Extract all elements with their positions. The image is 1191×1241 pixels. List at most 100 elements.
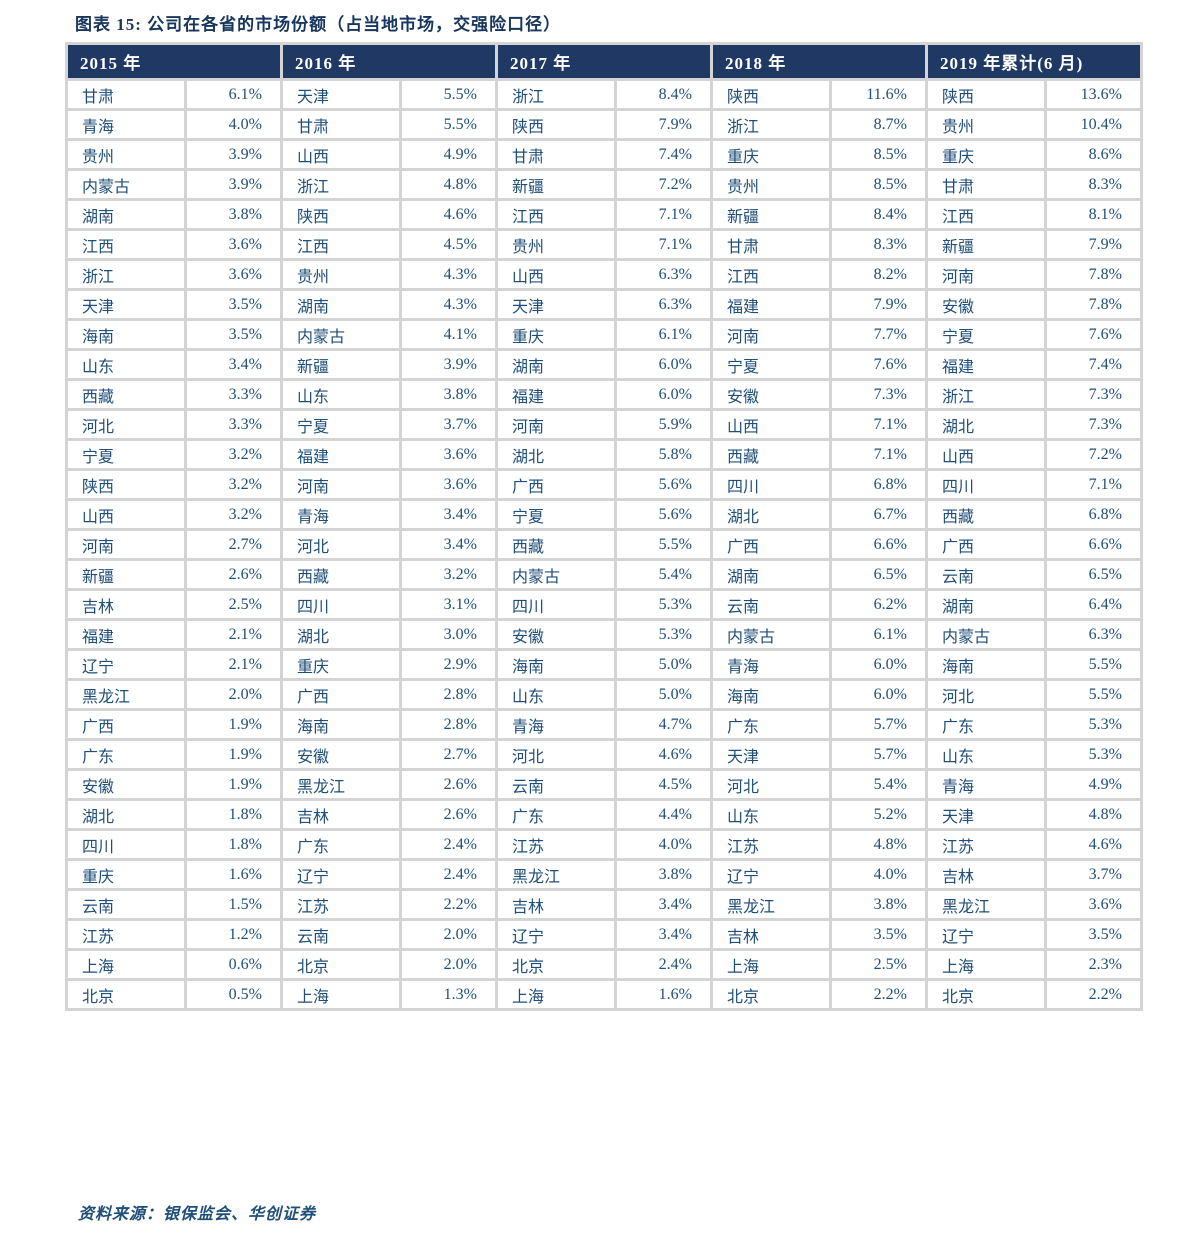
province-cell: 福建	[280, 438, 402, 471]
province-cell: 广西	[280, 678, 402, 711]
province-cell: 河南	[710, 318, 832, 351]
share-cell: 3.2%	[184, 438, 283, 471]
table-row: 山东 3.4% 新疆 3.9% 湖南 6.0% 宁夏 7.6% 福建 7.4%	[65, 348, 1143, 381]
province-cell: 辽宁	[925, 918, 1047, 951]
share-cell: 2.6%	[399, 798, 498, 831]
share-cell: 6.3%	[1044, 618, 1143, 651]
province-cell: 浙江	[65, 258, 187, 291]
share-cell: 5.3%	[614, 618, 713, 651]
share-cell: 7.1%	[829, 438, 928, 471]
year-header-2016: 2016 年	[280, 42, 498, 81]
share-cell: 3.4%	[399, 528, 498, 561]
share-cell: 7.3%	[1044, 408, 1143, 441]
share-cell: 6.6%	[1044, 528, 1143, 561]
share-cell: 7.1%	[614, 228, 713, 261]
share-cell: 5.4%	[614, 558, 713, 591]
province-cell: 四川	[65, 828, 187, 861]
province-cell: 天津	[65, 288, 187, 321]
table-row: 北京 0.5% 上海 1.3% 上海 1.6% 北京 2.2% 北京 2.2%	[65, 978, 1143, 1011]
province-cell: 河北	[280, 528, 402, 561]
province-cell: 内蒙古	[495, 558, 617, 591]
share-cell: 5.5%	[614, 528, 713, 561]
province-cell: 吉林	[65, 588, 187, 621]
share-cell: 2.8%	[399, 678, 498, 711]
share-cell: 7.9%	[1044, 228, 1143, 261]
province-cell: 陕西	[925, 78, 1047, 111]
province-cell: 内蒙古	[710, 618, 832, 651]
table-row: 西藏 3.3% 山东 3.8% 福建 6.0% 安徽 7.3% 浙江 7.3%	[65, 378, 1143, 411]
province-cell: 重庆	[495, 318, 617, 351]
share-cell: 3.7%	[1044, 858, 1143, 891]
province-cell: 西藏	[925, 498, 1047, 531]
province-cell: 山东	[925, 738, 1047, 771]
province-cell: 福建	[710, 288, 832, 321]
year-header-2018: 2018 年	[710, 42, 928, 81]
province-cell: 浙江	[925, 378, 1047, 411]
share-cell: 8.1%	[1044, 198, 1143, 231]
province-cell: 安徽	[65, 768, 187, 801]
province-cell: 甘肃	[495, 138, 617, 171]
province-cell: 海南	[925, 648, 1047, 681]
share-cell: 7.3%	[829, 378, 928, 411]
market-share-table: 2015 年 2016 年 2017 年 2018 年 2019 年累计(6 月…	[65, 42, 1143, 1011]
share-cell: 2.8%	[399, 708, 498, 741]
share-cell: 4.0%	[614, 828, 713, 861]
table-row: 甘肃 6.1% 天津 5.5% 浙江 8.4% 陕西 11.6% 陕西 13.6%	[65, 78, 1143, 111]
share-cell: 5.5%	[399, 108, 498, 141]
province-cell: 甘肃	[280, 108, 402, 141]
province-cell: 贵州	[495, 228, 617, 261]
share-cell: 7.8%	[1044, 258, 1143, 291]
table-body: 甘肃 6.1% 天津 5.5% 浙江 8.4% 陕西 11.6% 陕西 13.6% 青海 4.0% 甘肃…	[65, 78, 1143, 1011]
province-cell: 贵州	[65, 138, 187, 171]
share-cell: 2.0%	[184, 678, 283, 711]
province-cell: 河北	[495, 738, 617, 771]
share-cell: 5.3%	[1044, 708, 1143, 741]
share-cell: 5.4%	[829, 768, 928, 801]
share-cell: 1.5%	[184, 888, 283, 921]
share-cell: 4.9%	[1044, 768, 1143, 801]
province-cell: 海南	[65, 318, 187, 351]
share-cell: 1.6%	[614, 978, 713, 1011]
share-cell: 5.7%	[829, 708, 928, 741]
share-cell: 7.7%	[829, 318, 928, 351]
share-cell: 2.2%	[1044, 978, 1143, 1011]
share-cell: 3.7%	[399, 408, 498, 441]
share-cell: 8.2%	[829, 258, 928, 291]
province-cell: 福建	[65, 618, 187, 651]
province-cell: 湖南	[65, 198, 187, 231]
share-cell: 2.5%	[829, 948, 928, 981]
share-cell: 4.5%	[614, 768, 713, 801]
province-cell: 安徽	[280, 738, 402, 771]
province-cell: 山东	[710, 798, 832, 831]
share-cell: 3.6%	[399, 438, 498, 471]
table-row: 吉林 2.5% 四川 3.1% 四川 5.3% 云南 6.2% 湖南 6.4%	[65, 588, 1143, 621]
table-row: 海南 3.5% 内蒙古 4.1% 重庆 6.1% 河南 7.7% 宁夏 7.6%	[65, 318, 1143, 351]
province-cell: 江西	[65, 228, 187, 261]
share-cell: 6.8%	[829, 468, 928, 501]
share-cell: 6.1%	[829, 618, 928, 651]
province-cell: 浙江	[495, 78, 617, 111]
share-cell: 4.0%	[829, 858, 928, 891]
province-cell: 上海	[280, 978, 402, 1011]
year-header-2019: 2019 年累计(6 月)	[925, 42, 1143, 81]
share-cell: 5.5%	[1044, 678, 1143, 711]
share-cell: 5.2%	[829, 798, 928, 831]
province-cell: 山东	[65, 348, 187, 381]
share-cell: 7.6%	[829, 348, 928, 381]
table-row: 四川 1.8% 广东 2.4% 江苏 4.0% 江苏 4.8% 江苏 4.6%	[65, 828, 1143, 861]
share-cell: 6.5%	[829, 558, 928, 591]
province-cell: 吉林	[495, 888, 617, 921]
share-cell: 6.1%	[614, 318, 713, 351]
share-cell: 8.5%	[829, 168, 928, 201]
province-cell: 新疆	[280, 348, 402, 381]
share-cell: 7.6%	[1044, 318, 1143, 351]
share-cell: 2.7%	[184, 528, 283, 561]
share-cell: 7.1%	[829, 408, 928, 441]
share-cell: 3.1%	[399, 588, 498, 621]
province-cell: 湖南	[280, 288, 402, 321]
province-cell: 广东	[925, 708, 1047, 741]
province-cell: 内蒙古	[280, 318, 402, 351]
share-cell: 4.1%	[399, 318, 498, 351]
share-cell: 3.2%	[184, 498, 283, 531]
share-cell: 3.3%	[184, 378, 283, 411]
